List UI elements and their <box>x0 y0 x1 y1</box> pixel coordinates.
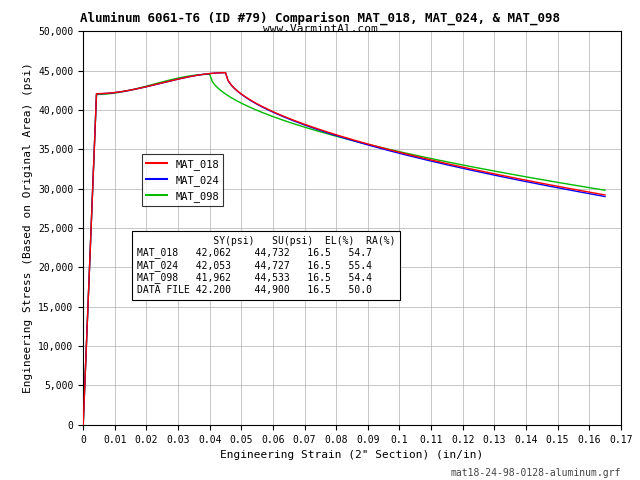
MAT_018 <box>204 71 212 77</box>
MAT_098 <box>566 181 574 187</box>
MAT_098 <box>81 372 89 377</box>
MAT_098 <box>191 72 198 78</box>
MAT_098 <box>601 187 609 193</box>
MAT_018 <box>568 186 576 192</box>
Y-axis label: Engineering Stress (Based on Original Area) (psi): Engineering Stress (Based on Original Ar… <box>22 62 33 394</box>
Text: SY(psi)   SU(psi)  EL(%)  RA(%)
MAT_018   42,062    44,732   16.5   54.7
MAT_024: SY(psi) SU(psi) EL(%) RA(%) MAT_018 42,0… <box>137 236 396 295</box>
MAT_024 <box>221 70 229 75</box>
MAT_098 <box>79 422 87 428</box>
Line: MAT_024: MAT_024 <box>83 72 605 425</box>
X-axis label: Engineering Strain (2" Section) (in/in): Engineering Strain (2" Section) (in/in) <box>220 450 484 460</box>
MAT_018 <box>601 192 609 198</box>
Text: Aluminum 6061-T6 (ID #79) Comparison MAT_018, MAT_024, & MAT_098: Aluminum 6061-T6 (ID #79) Comparison MAT… <box>80 12 560 25</box>
MAT_024 <box>153 81 161 87</box>
MAT_098 <box>222 91 230 97</box>
MAT_024 <box>601 193 609 199</box>
MAT_018 <box>237 91 244 96</box>
MAT_018 <box>79 422 87 428</box>
MAT_018 <box>81 372 89 377</box>
MAT_024 <box>204 71 212 77</box>
MAT_024 <box>558 186 566 192</box>
MAT_024 <box>568 188 576 193</box>
MAT_098 <box>556 180 564 186</box>
MAT_018 <box>153 81 161 87</box>
Line: MAT_018: MAT_018 <box>83 72 605 425</box>
Legend: MAT_018, MAT_024, MAT_098: MAT_018, MAT_024, MAT_098 <box>142 155 223 206</box>
MAT_018 <box>221 70 229 75</box>
MAT_098 <box>146 83 154 88</box>
MAT_024 <box>81 372 89 377</box>
MAT_024 <box>79 422 87 428</box>
MAT_018 <box>558 184 566 190</box>
Text: www.VarmintAl.com: www.VarmintAl.com <box>262 24 378 34</box>
Line: MAT_098: MAT_098 <box>83 74 605 425</box>
MAT_024 <box>237 91 244 97</box>
Text: mat18-24-98-0128-aluminum.grf: mat18-24-98-0128-aluminum.grf <box>451 468 621 478</box>
MAT_098 <box>206 72 214 77</box>
